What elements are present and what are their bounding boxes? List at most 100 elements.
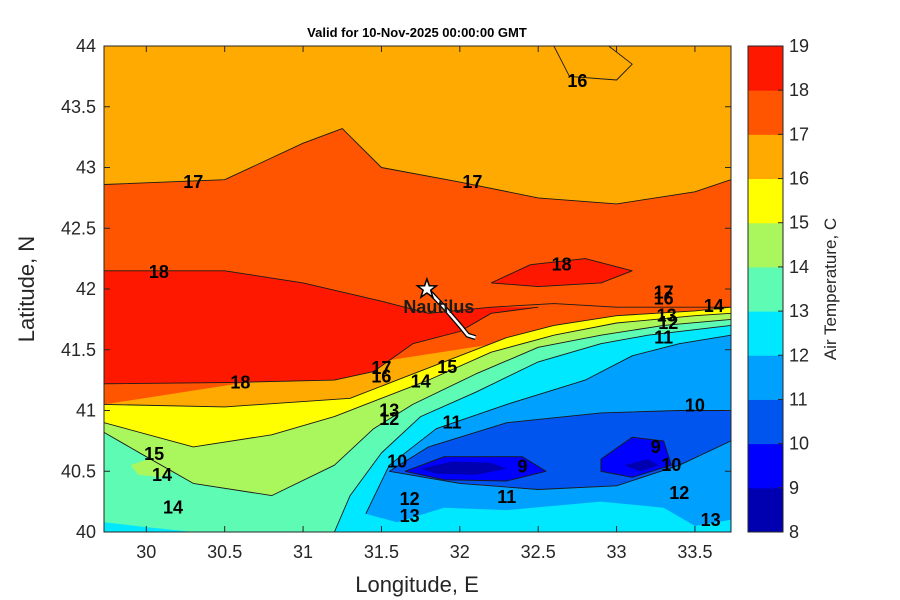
colorbar-segment-10 — [748, 399, 783, 445]
x-tick-label: 30.5 — [207, 542, 242, 562]
contour-line-18-2 — [104, 306, 539, 385]
y-tick-label: 44 — [76, 36, 96, 56]
temperature-fill-regions — [104, 46, 731, 532]
contour-line-16-4 — [553, 46, 633, 81]
contour-label: 12 — [669, 483, 689, 503]
x-tick-label: 30 — [136, 542, 156, 562]
contour-label: 18 — [230, 373, 250, 393]
colorbar-segment-8 — [748, 487, 783, 533]
fill-region-16-4 — [553, 46, 633, 80]
y-axis: 40 40.5 41 41.5 42 42.5 43 43.5 44 — [61, 36, 731, 542]
contour-label: 14 — [411, 371, 431, 391]
colorbar-tick-label: 16 — [789, 169, 809, 189]
contour-line-12-8 — [333, 324, 731, 532]
y-tick-label: 40 — [76, 522, 96, 542]
contour-line-17-0 — [104, 128, 731, 205]
y-tick-label: 40.5 — [61, 461, 96, 481]
colorbar-segment-17 — [748, 90, 783, 135]
contour-label: 12 — [658, 313, 678, 333]
fill-region-18-3 — [491, 258, 633, 287]
colorbar-tick-label: 17 — [789, 124, 809, 144]
y-axis-label: Latitude, N — [14, 236, 39, 342]
contour-label: 9 — [517, 456, 527, 476]
contour-line-10-10 — [389, 410, 731, 472]
contour-line-11-9 — [365, 334, 731, 514]
colorbar-tick-label: 9 — [789, 478, 799, 498]
y-tick-label: 43 — [76, 158, 96, 178]
colorbar-label: Air Temperature, C — [821, 218, 840, 360]
contour-line-15-5 — [104, 306, 731, 408]
colorbar-tick-label: 14 — [789, 257, 809, 277]
colorbar-tick-label: 10 — [789, 434, 809, 454]
contour-label: 13 — [657, 306, 677, 326]
isotherm-contours — [104, 46, 731, 532]
marker-label: Nautilus — [403, 297, 474, 317]
contour-label: 13 — [379, 401, 399, 421]
contour-label: 13 — [400, 506, 420, 526]
colorbar-tick-label: 11 — [789, 389, 808, 409]
colorbar-segment-9 — [748, 443, 783, 489]
contour-label: 18 — [552, 255, 572, 275]
fill-region-8-15 — [420, 461, 507, 475]
contour-label: 16 — [371, 367, 391, 387]
contour-label: 10 — [387, 452, 407, 472]
contour-label: 14 — [152, 465, 172, 485]
y-tick-label: 42.5 — [61, 218, 96, 238]
colorbar-segment-11 — [748, 355, 783, 400]
contour-label: 17 — [654, 283, 674, 303]
contour-line-13-7 — [104, 318, 731, 497]
colorbar: 8 9 10 11 12 13 14 15 16 17 18 19 — [747, 36, 809, 542]
plot-area — [104, 46, 731, 532]
colorbar-segment-13 — [748, 266, 783, 312]
fill-region-14-8 — [130, 456, 186, 478]
contour-label: 10 — [685, 396, 705, 416]
colorbar-tick-label: 19 — [789, 36, 809, 56]
contour-label: 17 — [371, 358, 391, 378]
contour-label: 14 — [163, 498, 183, 518]
contour-label: 17 — [183, 172, 203, 192]
vessel-track — [425, 287, 477, 340]
x-tick-label: 31.5 — [364, 542, 399, 562]
contour-label: 13 — [701, 510, 721, 530]
y-tick-label: 42 — [76, 279, 96, 299]
contour-line-10-11 — [389, 440, 731, 490]
contour-line-14-6 — [104, 312, 731, 448]
contour-label: 17 — [462, 172, 482, 192]
chart-title: Valid for 10-Nov-2025 00:00:00 GMT — [307, 25, 527, 40]
contour-line-18-3 — [491, 258, 633, 288]
contour-label: 16 — [654, 289, 674, 309]
colorbar-tick-label: 18 — [789, 80, 809, 100]
y-tick-label: 41.5 — [61, 340, 96, 360]
contour-label: 12 — [400, 489, 420, 509]
contour-label: 18 — [149, 262, 169, 282]
colorbar-frame — [747, 45, 784, 533]
y-tick-label: 43.5 — [61, 97, 96, 117]
x-axis: 30 30.5 31 31.5 32 32.5 33 33.5 — [136, 46, 712, 562]
x-tick-label: 33.5 — [677, 542, 712, 562]
x-tick-label: 33 — [607, 542, 627, 562]
contour-label: 12 — [379, 409, 399, 429]
contour-label: 10 — [661, 455, 681, 475]
colorbar-segment-15 — [748, 178, 783, 224]
contour-label: 11 — [442, 413, 461, 433]
x-axis-label: Longitude, E — [355, 572, 479, 597]
fill-region-18-2 — [104, 270, 539, 384]
contour-line-9-12 — [404, 456, 547, 482]
colorbar-tick-label: 15 — [789, 213, 809, 233]
colorbar-tick-label: 12 — [789, 345, 809, 365]
colorbar-segment-18 — [748, 46, 783, 91]
colorbar-segment-14 — [748, 222, 783, 268]
colorbar-segment-12 — [748, 311, 783, 356]
contour-label: 16 — [567, 71, 587, 91]
x-tick-label: 32 — [450, 542, 470, 562]
contour-line-18-1 — [104, 270, 731, 314]
y-tick-label: 41 — [76, 401, 96, 421]
star-marker-icon — [415, 276, 439, 299]
contour-label: 9 — [651, 437, 661, 457]
contour-label: 15 — [437, 357, 457, 377]
contour-label: 11 — [654, 328, 673, 348]
x-tick-label: 32.5 — [521, 542, 556, 562]
contour-label: 11 — [497, 487, 516, 507]
contour-label: 15 — [144, 444, 164, 464]
